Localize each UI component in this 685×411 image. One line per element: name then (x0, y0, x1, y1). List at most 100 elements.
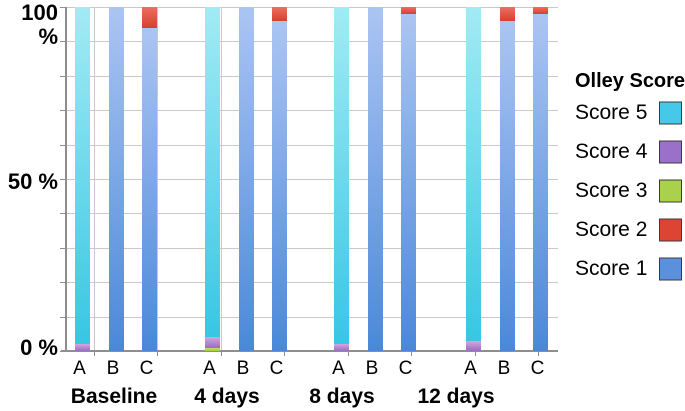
legend-item-score-3: Score 3 (570, 171, 685, 210)
segment-score-2 (142, 7, 157, 28)
y-axis-tick (60, 247, 65, 249)
bar-4-days-a (205, 7, 220, 351)
bar-12-days-a (466, 7, 481, 351)
x-axis-tick (284, 352, 285, 356)
bar-label-a: A (464, 358, 477, 379)
segment-score-2 (272, 7, 287, 21)
y-axis-tick (60, 41, 65, 43)
h-gridline-40 (66, 213, 558, 215)
h-gridline-70 (66, 110, 558, 112)
y-axis-tick (60, 144, 65, 146)
segment-score-1 (142, 27, 157, 351)
legend-item-score-1: Score 1 (570, 249, 685, 288)
h-gridline-90 (66, 41, 558, 43)
y-axis-tick (60, 282, 65, 284)
h-gridline-50 (66, 179, 558, 180)
x-axis-tick (220, 352, 222, 356)
bar-8-days-a (334, 7, 349, 351)
y-axis-tick (60, 75, 65, 77)
group-label-4-days: 4 days (194, 385, 260, 408)
bar-baseline-c (142, 7, 157, 351)
segment-score-4 (75, 344, 90, 351)
bar-label-c: C (139, 358, 154, 379)
y-axis-line (65, 7, 67, 352)
legend-label-score-2: Score 2 (575, 217, 648, 241)
legend-label-score-3: Score 3 (575, 178, 648, 202)
y-axis-tick (60, 316, 65, 318)
y-axis-tick (60, 7, 65, 8)
segment-score-1 (499, 20, 515, 351)
h-gridline-20 (66, 282, 558, 284)
legend-label-score-1: Score 1 (575, 256, 648, 280)
segment-score-1 (108, 7, 124, 351)
bar-label-b: B (497, 358, 511, 379)
segment-score-5 (75, 7, 90, 345)
segment-score-4 (466, 340, 481, 351)
bar-4-days-c (272, 7, 287, 351)
segment-score-2 (401, 7, 416, 14)
x-axis-tick (411, 352, 412, 356)
segment-score-2 (533, 7, 548, 14)
segment-score-1 (367, 7, 383, 351)
legend-label-score-4: Score 4 (575, 139, 648, 163)
bar-baseline-a (75, 7, 90, 351)
y-axis-tick (60, 213, 65, 215)
x-axis-tick (474, 352, 476, 356)
segment-score-2 (499, 7, 515, 21)
legend: Olley Score Score 5 Score 4 Score 3 Scor… (570, 70, 685, 288)
bar-label-b: B (236, 358, 250, 379)
y-axis-tick (60, 179, 65, 180)
v-gridline (157, 7, 158, 351)
legend-swatch-score-2 (659, 218, 682, 241)
segment-score-3 (205, 347, 220, 351)
legend-swatch-score-5 (659, 101, 682, 124)
legend-title: Olley Score (575, 70, 685, 92)
bar-label-a: A (332, 358, 345, 379)
x-axis-tick (93, 352, 95, 356)
segment-score-4 (334, 344, 349, 351)
group-label-baseline: Baseline (70, 385, 158, 408)
x-axis-tick (538, 352, 539, 356)
h-gridline-10 (66, 316, 558, 318)
segment-score-5 (334, 7, 349, 345)
y-axis-tick-label-0: 0 % (20, 335, 58, 360)
h-gridline-80 (66, 75, 558, 77)
legend-item-score-5: Score 5 (570, 93, 685, 132)
bar-baseline-b (108, 7, 124, 351)
h-gridline-60 (66, 144, 558, 146)
bar-8-days-b (367, 7, 383, 351)
segment-score-5 (466, 7, 481, 341)
segment-score-4 (205, 337, 220, 348)
h-gridline-100 (66, 7, 558, 8)
bar-label-b: B (106, 358, 120, 379)
y-axis-tick-label-50: 50 % (7, 169, 58, 194)
segment-score-1 (238, 7, 254, 351)
segment-score-5 (205, 7, 220, 338)
legend-item-score-4: Score 4 (570, 132, 685, 171)
legend-item-score-2: Score 2 (570, 210, 685, 249)
legend-swatch-score-1 (659, 257, 682, 280)
h-gridline-30 (66, 247, 558, 249)
v-gridline (220, 7, 222, 351)
segment-score-1 (401, 13, 416, 351)
bar-4-days-b (238, 7, 254, 351)
group-label-12-days: 12 days (417, 385, 495, 408)
bar-12-days-b (499, 7, 515, 351)
bar-12-days-c (533, 7, 548, 351)
v-gridline (93, 7, 95, 351)
bar-label-c: C (269, 358, 284, 379)
bar-label-c: C (398, 358, 413, 379)
x-axis-tick (347, 352, 349, 356)
bar-label-b: B (365, 358, 379, 379)
bar-label-a: A (73, 358, 86, 379)
x-axis-line (61, 350, 558, 352)
y-axis-tick-label-100: 100 % (21, 0, 58, 49)
segment-score-1 (533, 13, 548, 351)
x-axis-tick (157, 352, 158, 356)
bar-8-days-c (401, 7, 416, 351)
group-label-8-days: 8 days (309, 385, 375, 408)
legend-label-score-5: Score 5 (575, 100, 648, 124)
legend-swatch-score-4 (659, 140, 682, 163)
y-axis-tick (60, 110, 65, 112)
